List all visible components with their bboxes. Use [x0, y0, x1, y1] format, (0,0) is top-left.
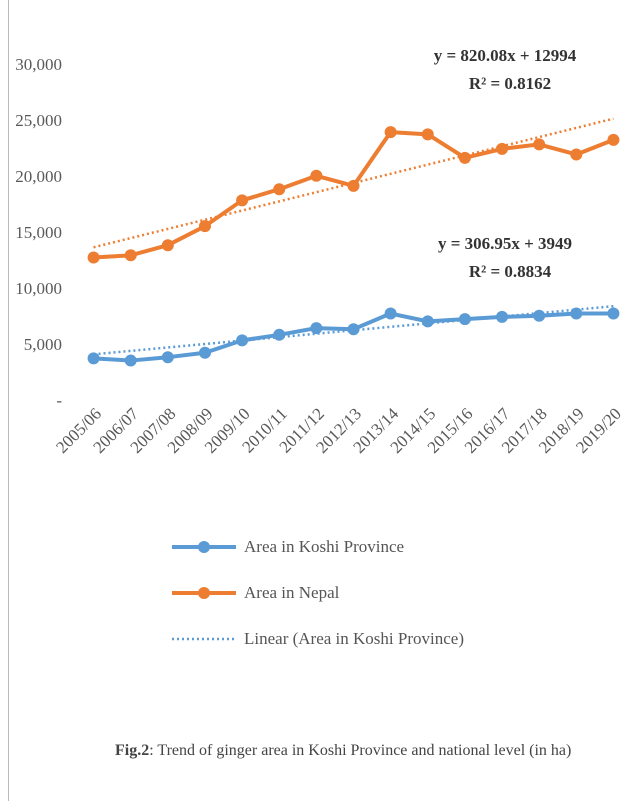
legend-entry: Area in Nepal	[170, 581, 470, 605]
trendline-equation: y = 820.08x + 12994	[434, 46, 577, 65]
point	[198, 220, 211, 233]
trendline-r2: R² = 0.8162	[469, 74, 551, 93]
legend-swatch	[172, 587, 236, 599]
point	[310, 169, 323, 182]
point	[124, 249, 137, 262]
y-tick-label: 20,000	[15, 167, 62, 186]
point	[310, 322, 323, 335]
legend-label: Linear (Area in Koshi Province)	[244, 629, 464, 648]
point	[607, 133, 620, 146]
point	[161, 239, 174, 252]
point	[421, 315, 434, 328]
caption-text: : Trend of ginger area in Koshi Province…	[149, 742, 572, 759]
point	[236, 194, 249, 207]
y-tick-label: 10,000	[15, 279, 62, 298]
point	[607, 307, 620, 320]
legend-marker	[198, 587, 210, 599]
y-tick-label: 25,000	[15, 111, 62, 130]
trendline-r2: R² = 0.8834	[469, 262, 552, 281]
caption: Fig.2: Trend of ginger area in Koshi Pro…	[115, 738, 575, 764]
chart: -5,00010,00015,00020,00025,00030,0002005…	[15, 46, 625, 457]
point	[384, 307, 397, 320]
page-border	[8, 0, 9, 801]
point	[533, 138, 546, 151]
point	[458, 151, 471, 164]
trendline	[93, 117, 614, 249]
point	[124, 354, 137, 367]
legend-label: Area in Nepal	[244, 583, 340, 602]
y-tick-label: 5,000	[24, 335, 62, 354]
point	[87, 352, 100, 365]
point	[273, 328, 286, 341]
y-tick-label: 30,000	[15, 55, 62, 74]
legend-marker	[198, 541, 210, 553]
legend-swatch	[172, 637, 236, 641]
legend-label: Area in Koshi Province	[244, 537, 405, 556]
trendline	[93, 304, 614, 356]
legend: Area in Koshi Province Area in Nepal Linea…	[170, 535, 470, 673]
point	[384, 126, 397, 139]
legend-swatch	[172, 541, 236, 553]
point	[161, 351, 174, 364]
point	[273, 183, 286, 196]
point	[236, 334, 249, 347]
legend-entry: Area in Koshi Province	[170, 535, 470, 559]
legend-entry: Linear (Area in Koshi Province)	[170, 627, 470, 651]
y-tick-label: -	[56, 391, 62, 410]
point	[458, 313, 471, 326]
point	[421, 128, 434, 141]
point	[347, 179, 360, 192]
point	[198, 346, 211, 359]
y-tick-label: 15,000	[15, 223, 62, 242]
point	[570, 148, 583, 161]
caption-label: Fig.2	[115, 742, 150, 759]
trendline-equation: y = 306.95x + 3949	[438, 234, 572, 253]
point	[87, 251, 100, 264]
point	[496, 142, 509, 155]
